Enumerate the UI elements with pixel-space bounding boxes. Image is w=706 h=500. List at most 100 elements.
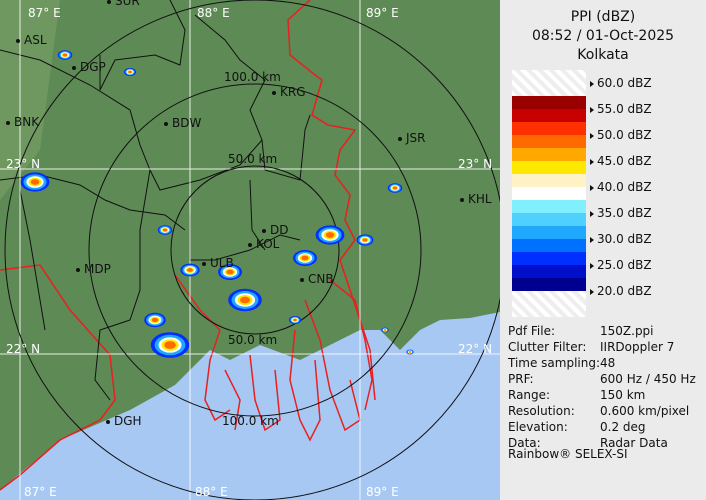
scale-tick-label: 55.0 dBZ bbox=[590, 102, 652, 116]
ring-150km bbox=[4, 0, 500, 500]
city-marker: DGP bbox=[72, 60, 106, 74]
scale-band bbox=[512, 122, 586, 135]
info-row: Time sampling: 48 bbox=[508, 356, 615, 370]
sea bbox=[0, 312, 500, 500]
radar-echo bbox=[362, 238, 368, 242]
info-value: 0.600 km/pixel bbox=[600, 404, 690, 418]
ring-100km bbox=[88, 83, 422, 417]
info-value: 150 km bbox=[600, 388, 646, 402]
ring-label: 50.0 km bbox=[228, 333, 278, 347]
info-row: Elevation: 0.2 deg bbox=[508, 420, 646, 434]
scale-band bbox=[512, 278, 586, 291]
lat-label: 22° N bbox=[6, 342, 41, 356]
ring-label: 50.0 km bbox=[228, 152, 278, 166]
city-marker: ASL bbox=[16, 33, 47, 47]
info-label: Pdf File: bbox=[508, 324, 556, 338]
scale-tick-label: 50.0 dBZ bbox=[590, 128, 652, 142]
lat-label: 23° N bbox=[6, 157, 41, 171]
color-scale bbox=[512, 70, 586, 317]
info-value: 0.2 deg bbox=[600, 420, 646, 434]
ring-label: 100.0 km bbox=[224, 70, 281, 84]
scale-tick-label: 45.0 dBZ bbox=[590, 154, 652, 168]
info-label: Resolution: bbox=[508, 404, 575, 418]
city-marker: ULB bbox=[202, 256, 234, 270]
info-label: PRF: bbox=[508, 372, 534, 386]
city-marker: JSR bbox=[398, 131, 426, 145]
radar-echo bbox=[226, 269, 234, 275]
info-row: PRF: 600 Hz / 450 Hz bbox=[508, 372, 696, 386]
software-credit: Rainbow® SELEX-SI bbox=[508, 447, 628, 461]
scale-band bbox=[512, 187, 586, 200]
district-boundaries bbox=[0, 0, 311, 401]
info-label: Clutter Filter: bbox=[508, 340, 587, 354]
scale-tick-label: 35.0 dBZ bbox=[590, 206, 652, 220]
lon-label: 89° E bbox=[366, 6, 399, 20]
radar-echo bbox=[151, 317, 159, 323]
city-marker: KOL bbox=[248, 237, 279, 251]
lon-label: 88° E bbox=[195, 485, 228, 499]
scale-band bbox=[512, 239, 586, 252]
state-border bbox=[0, 264, 116, 491]
scale-band bbox=[512, 213, 586, 226]
info-value: IIRDoppler 7 bbox=[600, 340, 675, 354]
scale-tick-label: 30.0 dBZ bbox=[590, 232, 652, 246]
scale-tick-label: 20.0 dBZ bbox=[590, 284, 652, 298]
scale-band bbox=[512, 135, 586, 148]
lon-label: 89° E bbox=[366, 485, 399, 499]
radar-echo bbox=[164, 341, 176, 349]
lon-label: 88° E bbox=[197, 6, 230, 20]
info-row: Pdf File: 150Z.ppi bbox=[508, 324, 654, 338]
scale-band bbox=[512, 148, 586, 161]
radar-echo bbox=[293, 318, 297, 322]
info-row: Range: 150 km bbox=[508, 388, 645, 402]
ring-50km bbox=[170, 165, 340, 335]
radar-echo bbox=[162, 228, 168, 232]
scale-tick-label: 25.0 dBZ bbox=[590, 258, 652, 272]
info-row: Clutter Filter: IIRDoppler 7 bbox=[508, 340, 674, 354]
lon-label: 87° E bbox=[24, 485, 57, 499]
range-rings bbox=[4, 0, 500, 500]
radar-map[interactable]: 87° E 88° E 89° E 87° E 88° E 89° E 23° … bbox=[0, 0, 500, 500]
echoes bbox=[20, 50, 414, 358]
scale-tick-label: 60.0 dBZ bbox=[590, 76, 652, 90]
city-marker: DGH bbox=[106, 414, 142, 428]
land-west-light bbox=[0, 0, 60, 200]
info-row: Resolution: 0.600 km/pixel bbox=[508, 404, 689, 418]
lat-label: 22° N bbox=[458, 342, 493, 356]
scale-band bbox=[512, 174, 586, 187]
scale-band bbox=[512, 96, 586, 109]
international-border bbox=[287, 0, 376, 401]
info-label: Data: bbox=[508, 436, 541, 450]
scale-tick-label: 40.0 dBZ bbox=[590, 180, 652, 194]
datetime: 08:52 / 01-Oct-2025 bbox=[531, 28, 675, 44]
radar-echo bbox=[62, 53, 68, 57]
radar-echo bbox=[239, 296, 251, 304]
info-label: Elevation: bbox=[508, 420, 568, 434]
lat-label: 23° N bbox=[458, 157, 493, 171]
scale-band bbox=[512, 252, 586, 265]
product-title: PPI (dBZ) bbox=[570, 9, 636, 25]
map-graphics bbox=[0, 0, 500, 500]
scale-band bbox=[512, 226, 586, 239]
scale-overflow bbox=[512, 70, 586, 96]
scale-band bbox=[512, 265, 586, 278]
lat-lon-grid bbox=[0, 0, 500, 500]
info-value: 48 bbox=[600, 356, 616, 370]
sundarbans-rivers bbox=[174, 274, 373, 442]
scale-band bbox=[512, 200, 586, 213]
info-value: 150Z.ppi bbox=[600, 324, 654, 338]
station-name: Kolkata bbox=[577, 47, 629, 63]
city-marker: SUR bbox=[107, 0, 140, 8]
radar-echo bbox=[325, 232, 335, 238]
info-value: Radar Data bbox=[600, 436, 668, 450]
info-label: Range: bbox=[508, 388, 551, 402]
info-label: Time sampling: bbox=[508, 356, 601, 370]
lon-label: 87° E bbox=[28, 6, 61, 20]
scale-underflow bbox=[512, 291, 586, 317]
radar-echo bbox=[30, 179, 40, 185]
city-marker: BNK bbox=[6, 115, 39, 129]
ring-label: 100.0 km bbox=[222, 414, 279, 428]
radar-echo bbox=[392, 186, 398, 190]
city-marker: KRG bbox=[272, 85, 306, 99]
radar-echo bbox=[383, 329, 387, 331]
